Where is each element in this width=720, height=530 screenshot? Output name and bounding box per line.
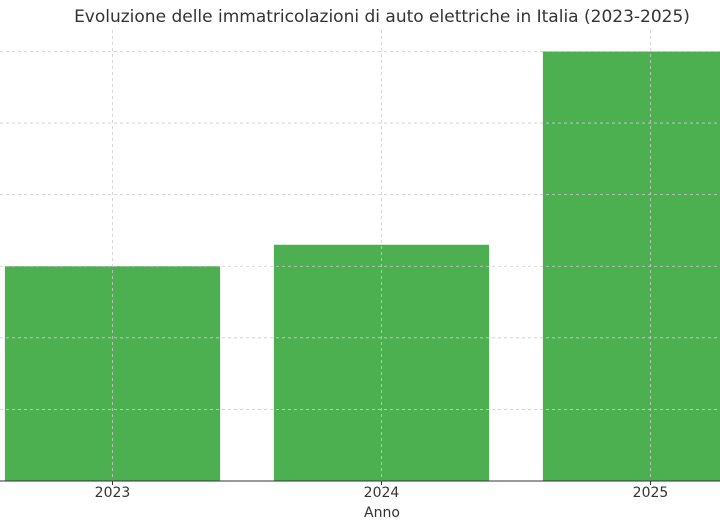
- x-tick-label: 2025: [633, 485, 669, 501]
- x-tick-label: 2023: [95, 485, 131, 501]
- x-tick-label: 2024: [364, 485, 400, 501]
- x-axis-label: Anno: [364, 505, 400, 521]
- chart-title: Evoluzione delle immatricolazioni di aut…: [74, 7, 690, 27]
